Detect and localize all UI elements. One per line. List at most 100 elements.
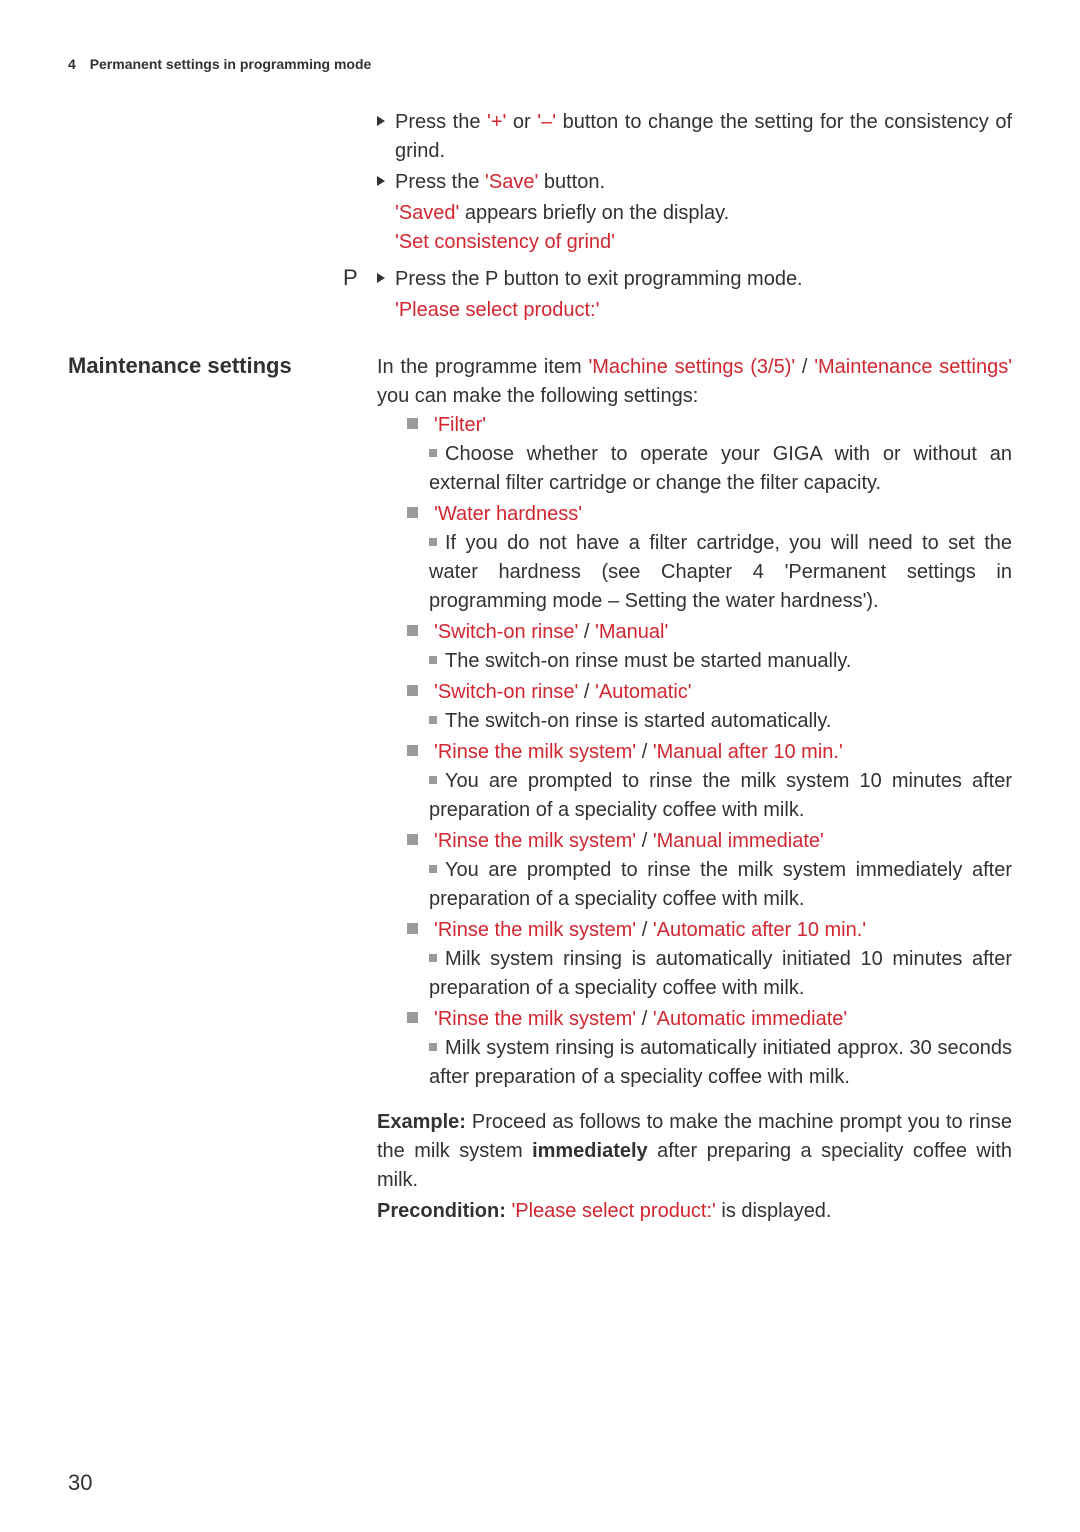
text-red: 'Saved' bbox=[395, 202, 459, 224]
text-red: 'Save' bbox=[485, 171, 538, 193]
list-item: 'Switch-on rinse' / 'Manual' The switch-… bbox=[407, 618, 1012, 676]
item-label: 'Automatic' bbox=[595, 681, 692, 703]
square-icon bbox=[407, 745, 418, 756]
item-label: 'Manual' bbox=[595, 621, 668, 643]
item-label: 'Manual immediate' bbox=[653, 830, 824, 852]
section-title: Maintenance settings bbox=[68, 353, 333, 379]
list-item: 'Rinse the milk system' / 'Manual immedi… bbox=[407, 827, 1012, 914]
sub-item: Milk system rinsing is automatically ini… bbox=[429, 1034, 1012, 1092]
item-label: 'Rinse the milk system' bbox=[434, 830, 636, 852]
display-line: 'Saved' appears briefly on the display. bbox=[377, 199, 1012, 228]
example-label: Example: bbox=[377, 1111, 466, 1133]
text: or bbox=[506, 111, 537, 133]
sub-item: You are prompted to rinse the milk syste… bbox=[429, 856, 1012, 914]
text-red: 'Maintenance settings' bbox=[814, 356, 1012, 378]
text: Choose whether to operate your GIGA with… bbox=[429, 443, 1012, 494]
triangle-icon bbox=[377, 116, 385, 126]
text: / bbox=[795, 356, 814, 378]
list-item: 'Rinse the milk system' / 'Automatic aft… bbox=[407, 916, 1012, 1003]
small-square-icon bbox=[429, 865, 437, 873]
settings-list: 'Filter' Choose whether to operate your … bbox=[377, 411, 1012, 1092]
page-number: 30 bbox=[68, 1470, 92, 1496]
sub-item: If you do not have a filter cartridge, y… bbox=[429, 529, 1012, 616]
text: / bbox=[636, 741, 653, 763]
square-icon bbox=[407, 923, 418, 934]
list-item: 'Water hardness' If you do not have a fi… bbox=[407, 500, 1012, 616]
small-square-icon bbox=[429, 449, 437, 457]
square-icon bbox=[407, 625, 418, 636]
item-label: 'Switch-on rinse' bbox=[434, 681, 578, 703]
sub-item: The switch-on rinse must be started manu… bbox=[429, 647, 1012, 676]
text: You are prompted to rinse the milk syste… bbox=[429, 770, 1012, 821]
item-label: 'Switch-on rinse' bbox=[434, 621, 578, 643]
p-icon: P bbox=[343, 265, 377, 291]
item-label: 'Rinse the milk system' bbox=[434, 919, 636, 941]
text-red: 'Please select product:' bbox=[511, 1200, 715, 1222]
list-item: 'Switch-on rinse' / 'Automatic' The swit… bbox=[407, 678, 1012, 736]
text: The switch-on rinse must be started manu… bbox=[445, 650, 851, 672]
instruction-block: P Press the '+' or '–' button to change … bbox=[68, 108, 1012, 257]
small-square-icon bbox=[429, 538, 437, 546]
sub-item: Milk system rinsing is automatically ini… bbox=[429, 945, 1012, 1003]
text-red: '–' bbox=[537, 111, 556, 133]
chapter-number: 4 bbox=[68, 56, 76, 72]
text: In the programme item bbox=[377, 356, 588, 378]
display-line: 'Please select product:' bbox=[377, 296, 1012, 325]
text-red: 'Set consistency of grind' bbox=[395, 231, 615, 253]
text: / bbox=[636, 1008, 653, 1030]
text-red: 'Machine settings (3/5)' bbox=[588, 356, 795, 378]
text: Milk system rinsing is automatically ini… bbox=[429, 948, 1012, 999]
small-square-icon bbox=[429, 776, 437, 784]
triangle-icon bbox=[377, 176, 385, 186]
text: / bbox=[578, 621, 595, 643]
text: Press the P button to exit programming m… bbox=[395, 268, 803, 290]
step-line: Press the '+' or '–' button to change th… bbox=[377, 108, 1012, 166]
precondition-label: Precondition: bbox=[377, 1200, 506, 1222]
small-square-icon bbox=[429, 656, 437, 664]
text: appears briefly on the display. bbox=[459, 202, 729, 224]
text: Press the bbox=[395, 111, 487, 133]
square-icon bbox=[407, 507, 418, 518]
instruction-block: P Press the P button to exit programming… bbox=[68, 265, 1012, 325]
precondition-line: Precondition: 'Please select product:' i… bbox=[377, 1197, 1012, 1226]
page-header: 4 Permanent settings in programming mode bbox=[68, 56, 1012, 72]
example-paragraph: Example: Proceed as follows to make the … bbox=[377, 1108, 1012, 1195]
item-label: 'Automatic immediate' bbox=[653, 1008, 847, 1030]
step-line: Press the 'Save' button. bbox=[377, 168, 1012, 197]
square-icon bbox=[407, 418, 418, 429]
text: / bbox=[636, 919, 653, 941]
small-square-icon bbox=[429, 1043, 437, 1051]
small-square-icon bbox=[429, 716, 437, 724]
text: The switch-on rinse is started automatic… bbox=[445, 710, 831, 732]
chapter-title: Permanent settings in programming mode bbox=[90, 56, 372, 72]
square-icon bbox=[407, 685, 418, 696]
item-label: 'Filter' bbox=[434, 414, 486, 436]
triangle-icon bbox=[377, 273, 385, 283]
text: Milk system rinsing is automatically ini… bbox=[429, 1037, 1012, 1088]
small-square-icon bbox=[429, 954, 437, 962]
item-label: 'Rinse the milk system' bbox=[434, 1008, 636, 1030]
step-line: Press the P button to exit programming m… bbox=[377, 265, 1012, 294]
item-label: 'Manual after 10 min.' bbox=[653, 741, 843, 763]
item-label: 'Water hardness' bbox=[434, 503, 582, 525]
list-item: 'Rinse the milk system' / 'Automatic imm… bbox=[407, 1005, 1012, 1092]
item-label: 'Rinse the milk system' bbox=[434, 741, 636, 763]
square-icon bbox=[407, 834, 418, 845]
text-red: '+' bbox=[487, 111, 506, 133]
text-red: 'Please select product:' bbox=[395, 299, 599, 321]
text: / bbox=[636, 830, 653, 852]
text: is displayed. bbox=[716, 1200, 832, 1222]
section-row: Maintenance settings In the programme it… bbox=[68, 353, 1012, 1226]
text: / bbox=[578, 681, 595, 703]
text: you can make the following settings: bbox=[377, 385, 698, 407]
text: If you do not have a filter cartridge, y… bbox=[429, 532, 1012, 612]
intro-text: In the programme item 'Machine settings … bbox=[377, 353, 1012, 411]
text: Press the bbox=[395, 171, 485, 193]
list-item: 'Filter' Choose whether to operate your … bbox=[407, 411, 1012, 498]
display-line: 'Set consistency of grind' bbox=[377, 228, 1012, 257]
square-icon bbox=[407, 1012, 418, 1023]
sub-item: The switch-on rinse is started automatic… bbox=[429, 707, 1012, 736]
sub-item: Choose whether to operate your GIGA with… bbox=[429, 440, 1012, 498]
text: You are prompted to rinse the milk syste… bbox=[429, 859, 1012, 910]
list-item: 'Rinse the milk system' / 'Manual after … bbox=[407, 738, 1012, 825]
